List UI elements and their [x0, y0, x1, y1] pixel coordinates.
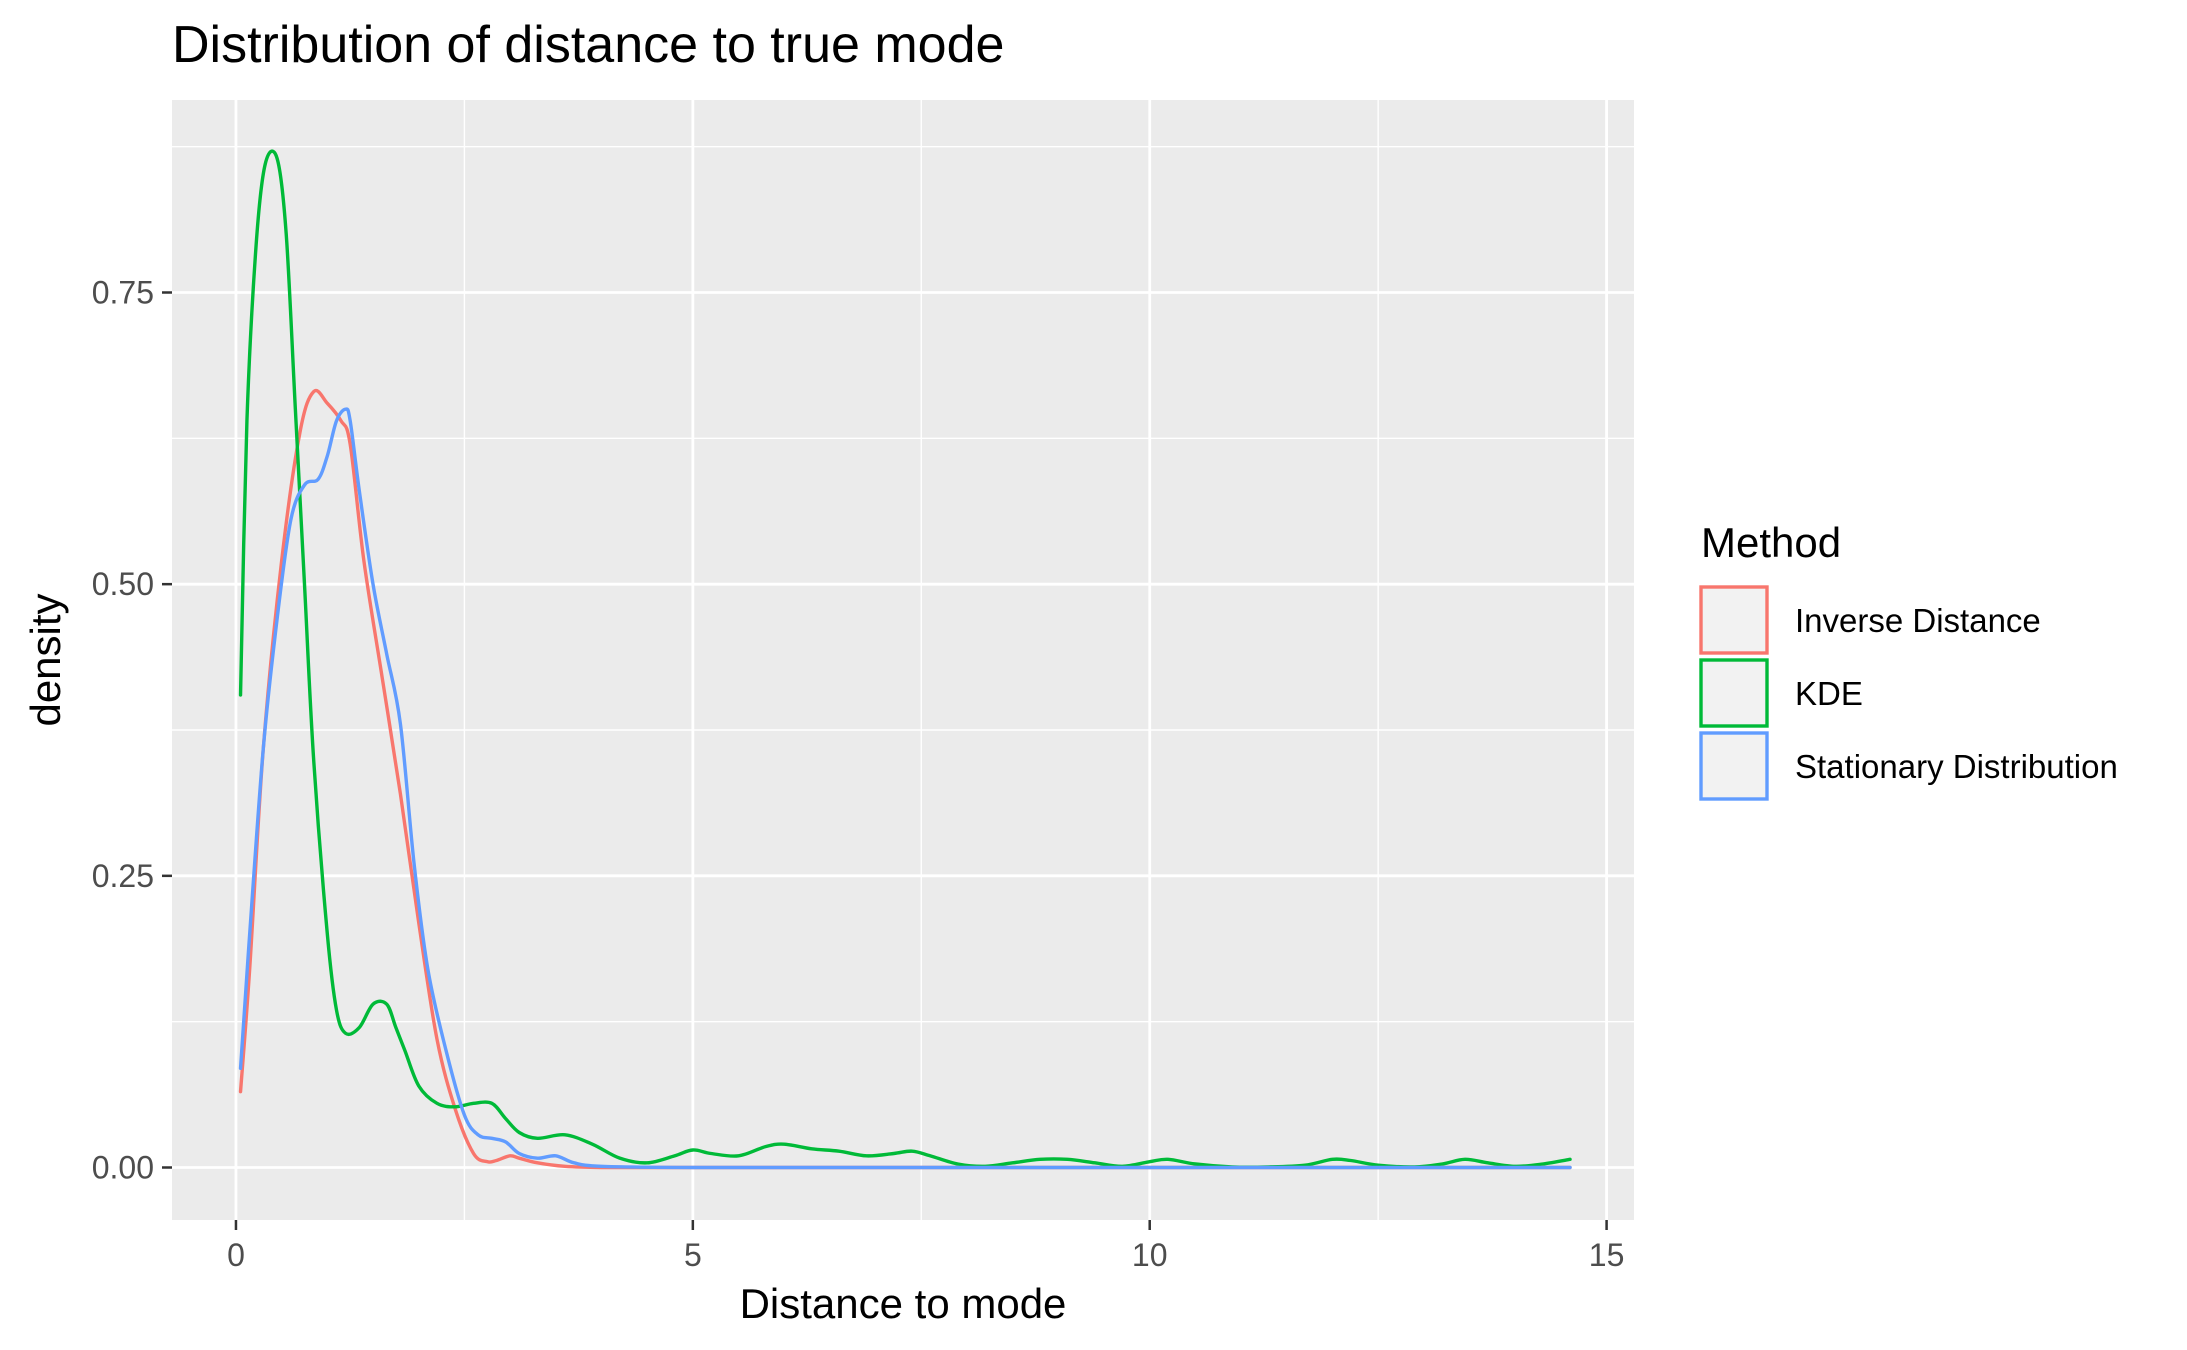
series-line-stationary-distribution — [238, 407, 1572, 1170]
legend-title: Method — [1701, 519, 1841, 566]
legend-label-inverse-distance: Inverse Distance — [1795, 602, 2041, 639]
legend-label-kde: KDE — [1795, 675, 1863, 712]
legend-key-inverse-distance — [1699, 585, 1769, 655]
series-layer — [238, 149, 1572, 1170]
y-axis: 0.00 0.25 0.50 0.75 — [92, 275, 172, 1186]
legend-label-stationary-distribution: Stationary Distribution — [1795, 748, 2118, 785]
y-tick-label: 0.25 — [92, 858, 154, 894]
grid-minor — [172, 100, 1634, 1220]
x-tick-label: 5 — [684, 1237, 702, 1273]
y-axis-title: density — [22, 593, 69, 726]
y-tick-label: 0.75 — [92, 275, 154, 311]
x-tick-label: 15 — [1589, 1237, 1625, 1273]
plot-panel — [172, 100, 1634, 1220]
y-tick-label: 0.00 — [92, 1150, 154, 1186]
legend-key-stationary-distribution — [1699, 731, 1769, 801]
x-tick-label: 0 — [227, 1237, 245, 1273]
x-axis-title: Distance to mode — [740, 1280, 1067, 1327]
legend-key-kde — [1699, 658, 1769, 728]
x-axis: 0 5 10 15 — [227, 1220, 1624, 1273]
y-tick-label: 0.50 — [92, 566, 154, 602]
x-tick-label: 10 — [1132, 1237, 1168, 1273]
grid-major — [172, 100, 1634, 1220]
legend: Method Inverse Distance KDE Stationary Dis… — [1699, 519, 2118, 801]
chart-title: Distribution of distance to true mode — [172, 16, 1004, 74]
